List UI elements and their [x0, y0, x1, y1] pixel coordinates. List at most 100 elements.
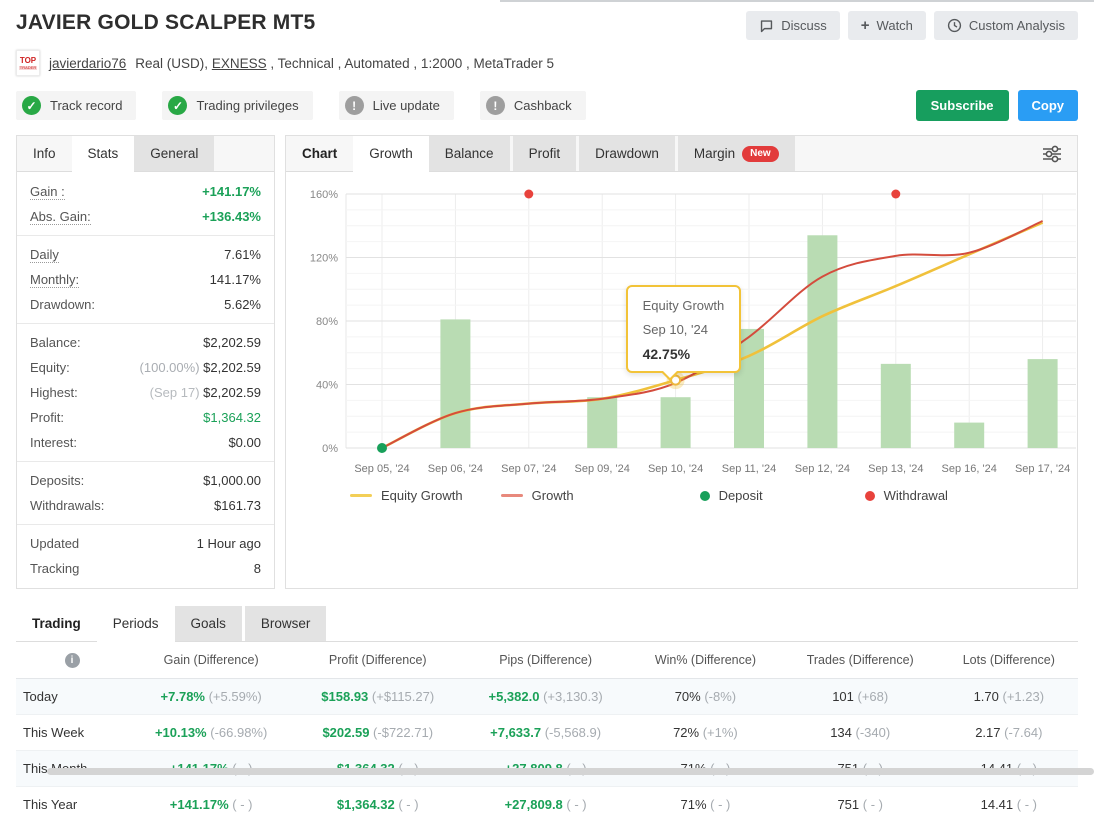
- period-cell: +5,382.0 (+3,130.3): [461, 679, 630, 715]
- stat-highest: Highest: (Sep 17) $2,202.59: [17, 380, 274, 405]
- drawdown-label: Drawdown:: [30, 296, 95, 313]
- equity-label: Equity:: [30, 359, 70, 376]
- period-cell: 14.41 ( - ): [940, 787, 1078, 822]
- period-row-today: Today+7.78% (+5.59%)$158.93 (+$115.27)+5…: [16, 679, 1078, 715]
- legend-deposit[interactable]: Deposit: [700, 488, 763, 503]
- profit-value: $1,364.32: [203, 409, 261, 426]
- stat-gain: Gain : +141.17%: [17, 179, 274, 204]
- tab-browser[interactable]: Browser: [245, 606, 327, 641]
- discuss-button[interactable]: Discuss: [746, 11, 840, 40]
- tooltip-date: Sep 10, '24: [643, 322, 725, 337]
- tab-general[interactable]: General: [134, 136, 214, 171]
- svg-text:Sep 09, '24: Sep 09, '24: [575, 463, 630, 475]
- svg-text:Sep 13, '24: Sep 13, '24: [868, 463, 923, 475]
- badge-live-update[interactable]: ! Live update: [339, 91, 454, 120]
- stat-withdrawals: Withdrawals: $161.73: [17, 493, 274, 518]
- period-cell: 134 (-340): [781, 715, 940, 751]
- custom-analysis-button[interactable]: Custom Analysis: [934, 11, 1078, 40]
- watch-button[interactable]: + Watch: [848, 11, 926, 40]
- period-cell: $1,364.32 ( - ): [294, 787, 461, 822]
- badge-track-record[interactable]: ✓ Track record: [16, 91, 136, 120]
- stat-abs-gain: Abs. Gain: +136.43%: [17, 204, 274, 229]
- tab-info[interactable]: Info: [17, 136, 72, 171]
- tab-balance[interactable]: Balance: [429, 136, 510, 171]
- chart-tabs: Chart Growth Balance Profit Drawdown Mar…: [286, 136, 1077, 172]
- tracking-value: 8: [254, 560, 261, 577]
- monthly-value: 141.17%: [210, 271, 261, 288]
- stat-balance: Balance: $2,202.59: [17, 330, 274, 355]
- tab-trading[interactable]: Trading: [16, 606, 97, 641]
- svg-text:40%: 40%: [316, 380, 338, 392]
- legend-withdrawal[interactable]: Withdrawal: [865, 488, 948, 503]
- period-cell: +141.17% ( - ): [128, 787, 294, 822]
- tab-periods[interactable]: Periods: [97, 606, 175, 642]
- period-cell: 1.70 (+1.23): [940, 679, 1078, 715]
- stat-daily: Daily 7.61%: [17, 242, 274, 267]
- gain-value: +141.17%: [202, 183, 261, 200]
- tab-margin[interactable]: Margin New: [678, 136, 795, 171]
- stat-updated: Updated 1 Hour ago: [17, 531, 274, 556]
- copy-button[interactable]: Copy: [1018, 90, 1079, 121]
- deposit-swatch: [700, 491, 710, 501]
- svg-text:120%: 120%: [310, 253, 338, 265]
- plus-icon: +: [861, 18, 870, 33]
- periods-table: i Gain (Difference) Profit (Difference) …: [16, 642, 1078, 822]
- svg-text:0%: 0%: [322, 443, 338, 455]
- withdrawal-swatch: [865, 491, 875, 501]
- growth-swatch: [501, 494, 523, 497]
- period-cell: $158.93 (+$115.27): [294, 679, 461, 715]
- periods-section: Trading Periods Goals Browser i Gain (Di…: [16, 606, 1078, 822]
- period-cell: 70% (-8%): [630, 679, 781, 715]
- divider: [17, 323, 274, 324]
- chart-panel: Chart Growth Balance Profit Drawdown Mar…: [285, 135, 1078, 589]
- col-profit: Profit (Difference): [294, 642, 461, 679]
- monthly-label[interactable]: Monthly:: [30, 272, 79, 288]
- svg-text:Sep 10, '24: Sep 10, '24: [648, 463, 703, 475]
- period-label: Today: [16, 679, 128, 715]
- legend-growth[interactable]: Growth: [501, 488, 574, 503]
- balance-value: $2,202.59: [203, 334, 261, 351]
- svg-text:Sep 06, '24: Sep 06, '24: [428, 463, 483, 475]
- stat-monthly: Monthly: 141.17%: [17, 267, 274, 292]
- gain-label[interactable]: Gain :: [30, 184, 65, 200]
- discuss-icon: [759, 19, 774, 33]
- deposits-value: $1,000.00: [203, 472, 261, 489]
- check-circle-icon: ✓: [22, 96, 41, 115]
- badge-cashback[interactable]: ! Cashback: [480, 91, 586, 120]
- chart-settings-icon[interactable]: [1041, 144, 1063, 164]
- col-lots: Lots (Difference): [940, 642, 1078, 679]
- tab-growth[interactable]: Growth: [353, 136, 429, 172]
- subscribe-button[interactable]: Subscribe: [916, 90, 1009, 121]
- header-actions: Discuss + Watch Custom Analysis: [746, 11, 1078, 40]
- interest-label: Interest:: [30, 434, 77, 451]
- horizontal-scrollbar[interactable]: [47, 768, 1094, 775]
- divider: [17, 461, 274, 462]
- period-cell: 2.17 (-7.64): [940, 715, 1078, 751]
- abs-gain-label[interactable]: Abs. Gain:: [30, 209, 91, 225]
- tab-profit[interactable]: Profit: [513, 136, 577, 171]
- broker-link[interactable]: EXNESS: [212, 56, 267, 71]
- daily-label[interactable]: Daily: [30, 247, 59, 263]
- info-icon[interactable]: i: [65, 653, 80, 668]
- username-link[interactable]: javierdario76: [49, 56, 126, 71]
- badge-trading-privileges[interactable]: ✓ Trading privileges: [162, 91, 312, 120]
- page-title: JAVIER GOLD SCALPER MT5: [16, 11, 315, 35]
- legend-equity-growth[interactable]: Equity Growth: [350, 488, 463, 503]
- period-cell: +27,809.8 ( - ): [461, 787, 630, 822]
- tab-chart[interactable]: Chart: [286, 136, 353, 171]
- periods-tabs: Trading Periods Goals Browser: [16, 606, 1078, 642]
- tooltip-series: Equity Growth: [643, 298, 725, 313]
- period-label: This Year: [16, 787, 128, 822]
- top-divider: [500, 0, 1094, 2]
- clock-icon: [947, 18, 962, 33]
- account-details: Real (USD), EXNESS , Technical , Automat…: [135, 56, 554, 71]
- withdrawals-label: Withdrawals:: [30, 497, 104, 514]
- stats-tabs: Info Stats General: [17, 136, 274, 172]
- period-cell: 72% (+1%): [630, 715, 781, 751]
- tab-stats[interactable]: Stats: [72, 136, 135, 172]
- tab-goals[interactable]: Goals: [175, 606, 242, 641]
- main-content: Info Stats General Gain : +141.17% Abs. …: [16, 135, 1078, 589]
- tooltip-value: 42.75%: [643, 346, 725, 362]
- tab-drawdown[interactable]: Drawdown: [579, 136, 675, 171]
